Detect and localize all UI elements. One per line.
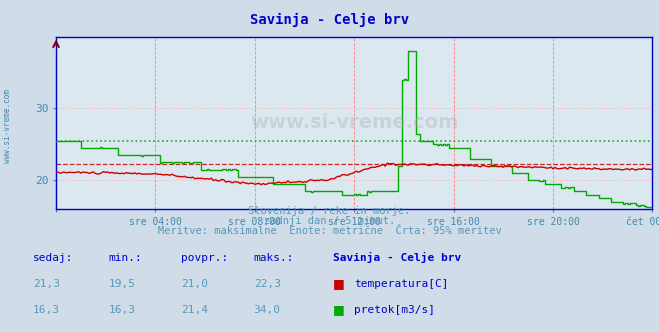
Text: min.:: min.: (109, 253, 142, 263)
Text: Meritve: maksimalne  Enote: metrične  Črta: 95% meritev: Meritve: maksimalne Enote: metrične Črta… (158, 226, 501, 236)
Text: sedaj:: sedaj: (33, 253, 73, 263)
Text: 19,5: 19,5 (109, 279, 136, 289)
Text: ■: ■ (333, 303, 345, 316)
Text: Savinja - Celje brv: Savinja - Celje brv (333, 252, 461, 263)
Text: www.si-vreme.com: www.si-vreme.com (250, 113, 459, 132)
Text: Savinja - Celje brv: Savinja - Celje brv (250, 13, 409, 28)
Text: 16,3: 16,3 (33, 305, 60, 315)
Text: maks.:: maks.: (254, 253, 294, 263)
Text: pretok[m3/s]: pretok[m3/s] (354, 305, 435, 315)
Text: 34,0: 34,0 (254, 305, 281, 315)
Text: temperatura[C]: temperatura[C] (354, 279, 448, 289)
Text: 21,3: 21,3 (33, 279, 60, 289)
Text: 21,4: 21,4 (181, 305, 208, 315)
Text: 21,0: 21,0 (181, 279, 208, 289)
Text: www.si-vreme.com: www.si-vreme.com (3, 89, 13, 163)
Text: ■: ■ (333, 277, 345, 290)
Text: 16,3: 16,3 (109, 305, 136, 315)
Text: povpr.:: povpr.: (181, 253, 229, 263)
Text: 22,3: 22,3 (254, 279, 281, 289)
Text: Slovenija / reke in morje.: Slovenija / reke in morje. (248, 206, 411, 216)
Text: zadnji dan / 5 minut.: zadnji dan / 5 minut. (264, 216, 395, 226)
